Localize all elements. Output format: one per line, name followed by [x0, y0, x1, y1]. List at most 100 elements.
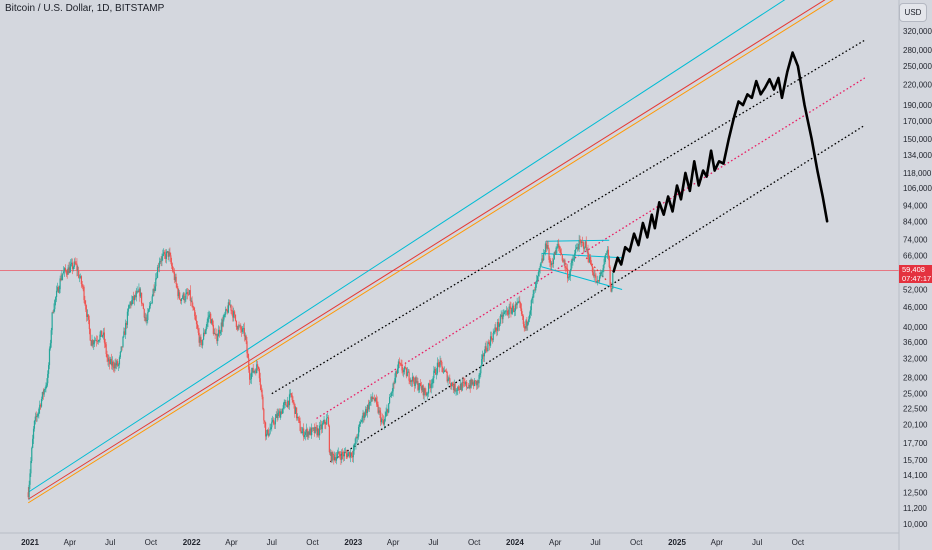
- candle: [33, 420, 36, 429]
- trend-line[interactable]: [27, 0, 837, 500]
- candle: [160, 261, 162, 262]
- candles-layer: [27, 234, 614, 501]
- candle: [219, 331, 222, 334]
- candle: [202, 332, 205, 340]
- candle: [226, 310, 229, 313]
- candle: [295, 407, 298, 419]
- candle: [109, 358, 112, 365]
- candle: [415, 377, 417, 383]
- candle: [203, 332, 206, 335]
- time-tick-label: 2024: [506, 538, 524, 547]
- time-tick-label: Jul: [752, 538, 762, 547]
- candle: [523, 324, 525, 327]
- candle: [551, 263, 553, 266]
- candle: [416, 381, 418, 383]
- candle: [56, 287, 59, 291]
- candle: [575, 247, 578, 250]
- candle: [192, 306, 194, 308]
- trend-line[interactable]: [271, 39, 866, 395]
- candle: [467, 387, 470, 389]
- time-axis[interactable]: 2021 Apr Jul Oct 2022 Apr Jul Oct 2023 Apr Jul Oct 2…: [21, 538, 805, 547]
- candle: [218, 329, 221, 334]
- candle: [122, 336, 124, 347]
- candle: [574, 249, 577, 254]
- candle: [268, 433, 270, 436]
- candle: [299, 421, 301, 431]
- candle: [346, 453, 348, 458]
- candle: [496, 330, 498, 331]
- trend-line[interactable]: [545, 239, 610, 242]
- candle: [260, 385, 262, 390]
- candle: [508, 306, 510, 315]
- candle: [458, 386, 460, 390]
- candle: [321, 424, 323, 430]
- candle: [338, 451, 340, 456]
- candle: [473, 382, 475, 387]
- candle: [262, 396, 264, 410]
- trend-line[interactable]: [27, 0, 837, 504]
- candle: [86, 314, 89, 317]
- candle: [177, 287, 179, 297]
- candle: [176, 283, 178, 288]
- price-tick-label: 12,500: [903, 488, 928, 497]
- candle: [273, 423, 276, 425]
- currency-button[interactable]: USD: [899, 3, 927, 22]
- candle: [371, 396, 373, 400]
- candle: [319, 424, 322, 426]
- candle: [295, 407, 297, 414]
- candle: [453, 383, 455, 391]
- candle: [464, 382, 466, 385]
- candle: [325, 423, 327, 425]
- candle: [47, 365, 50, 374]
- candle: [333, 455, 335, 460]
- candle: [80, 276, 82, 285]
- candle: [518, 300, 520, 303]
- candle: [254, 370, 256, 372]
- candle: [210, 313, 212, 324]
- candle: [570, 263, 572, 270]
- candle: [398, 361, 400, 364]
- candle: [393, 383, 395, 385]
- candle: [255, 370, 257, 374]
- candle: [469, 384, 471, 388]
- candle: [537, 272, 539, 277]
- candle: [395, 371, 397, 379]
- candle: [451, 382, 454, 386]
- candle: [320, 424, 322, 430]
- candle: [308, 431, 310, 435]
- candle: [391, 391, 393, 394]
- candle: [599, 274, 601, 277]
- candle: [543, 252, 546, 254]
- candle: [494, 327, 496, 332]
- candle: [459, 383, 462, 390]
- candle: [324, 420, 326, 424]
- candle: [55, 290, 58, 298]
- time-tick-label: 2025: [668, 538, 686, 547]
- candle: [47, 373, 49, 384]
- candle: [572, 260, 574, 261]
- price-tick-label: 52,000: [903, 285, 928, 294]
- candle: [345, 452, 347, 454]
- candle: [120, 346, 122, 352]
- projection-path[interactable]: [612, 51, 829, 273]
- candle: [389, 396, 392, 398]
- candle: [505, 310, 508, 312]
- candle: [69, 266, 71, 273]
- candle: [363, 412, 365, 418]
- candle: [387, 409, 389, 413]
- candle: [124, 331, 126, 335]
- candle: [257, 364, 259, 367]
- trend-line[interactable]: [27, 0, 796, 493]
- trend-line[interactable]: [329, 124, 866, 463]
- candle: [250, 372, 253, 379]
- candle: [591, 266, 594, 273]
- trend-line[interactable]: [541, 266, 623, 290]
- candle: [104, 342, 106, 345]
- candle: [396, 368, 399, 374]
- candle: [574, 253, 576, 259]
- candle: [188, 290, 191, 295]
- candle: [46, 383, 48, 386]
- candle: [606, 249, 609, 254]
- candle: [245, 335, 247, 342]
